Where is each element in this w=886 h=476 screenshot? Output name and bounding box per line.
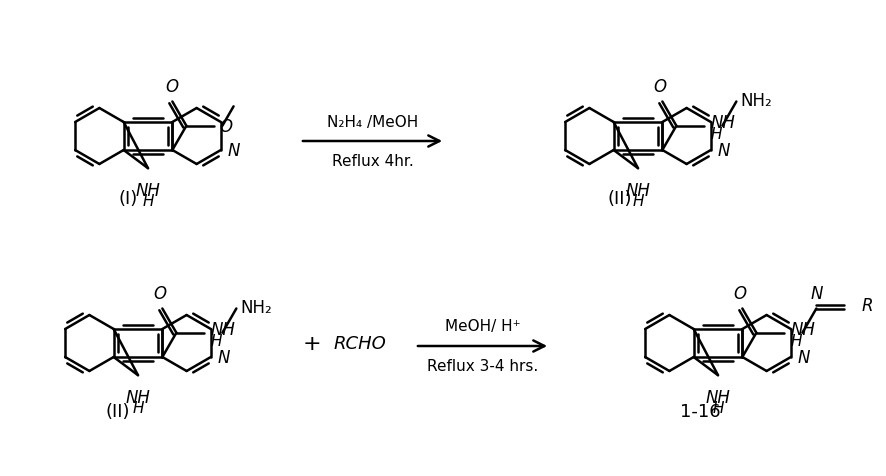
- Text: (II): (II): [105, 402, 130, 420]
- Text: O: O: [734, 284, 747, 302]
- Text: O: O: [154, 284, 167, 302]
- Text: NH: NH: [126, 388, 151, 407]
- Text: N₂H₄ /MeOH: N₂H₄ /MeOH: [327, 114, 418, 129]
- Text: NH: NH: [136, 182, 160, 200]
- Text: H: H: [210, 334, 222, 348]
- Text: H: H: [132, 400, 144, 416]
- Text: R: R: [861, 296, 873, 314]
- Text: NH: NH: [705, 388, 730, 407]
- Text: NH: NH: [711, 113, 735, 131]
- Text: O: O: [166, 77, 179, 95]
- Text: H: H: [790, 334, 802, 348]
- Text: N: N: [228, 142, 240, 159]
- Text: NH₂: NH₂: [741, 91, 772, 109]
- Text: N: N: [218, 348, 230, 366]
- Text: Reflux 4hr.: Reflux 4hr.: [331, 154, 414, 169]
- Text: NH₂: NH₂: [240, 298, 272, 316]
- Text: O: O: [220, 118, 232, 136]
- Text: N: N: [718, 142, 730, 159]
- Text: MeOH/ H⁺: MeOH/ H⁺: [445, 319, 520, 334]
- Text: N: N: [798, 348, 810, 366]
- Text: (I): (I): [119, 189, 137, 208]
- Text: N: N: [810, 284, 822, 302]
- Text: +: +: [303, 333, 322, 353]
- Text: RCHO: RCHO: [334, 334, 386, 352]
- Text: NH: NH: [210, 320, 236, 338]
- Text: NH: NH: [790, 320, 815, 338]
- Text: H: H: [143, 194, 154, 209]
- Text: H: H: [712, 400, 724, 416]
- Text: H: H: [711, 127, 722, 142]
- Text: 1-16: 1-16: [680, 402, 720, 420]
- Text: Reflux 3-4 hrs.: Reflux 3-4 hrs.: [427, 359, 538, 374]
- Text: NH: NH: [626, 182, 650, 200]
- Text: (II): (II): [608, 189, 633, 208]
- Text: O: O: [654, 77, 667, 95]
- Text: H: H: [633, 194, 644, 209]
